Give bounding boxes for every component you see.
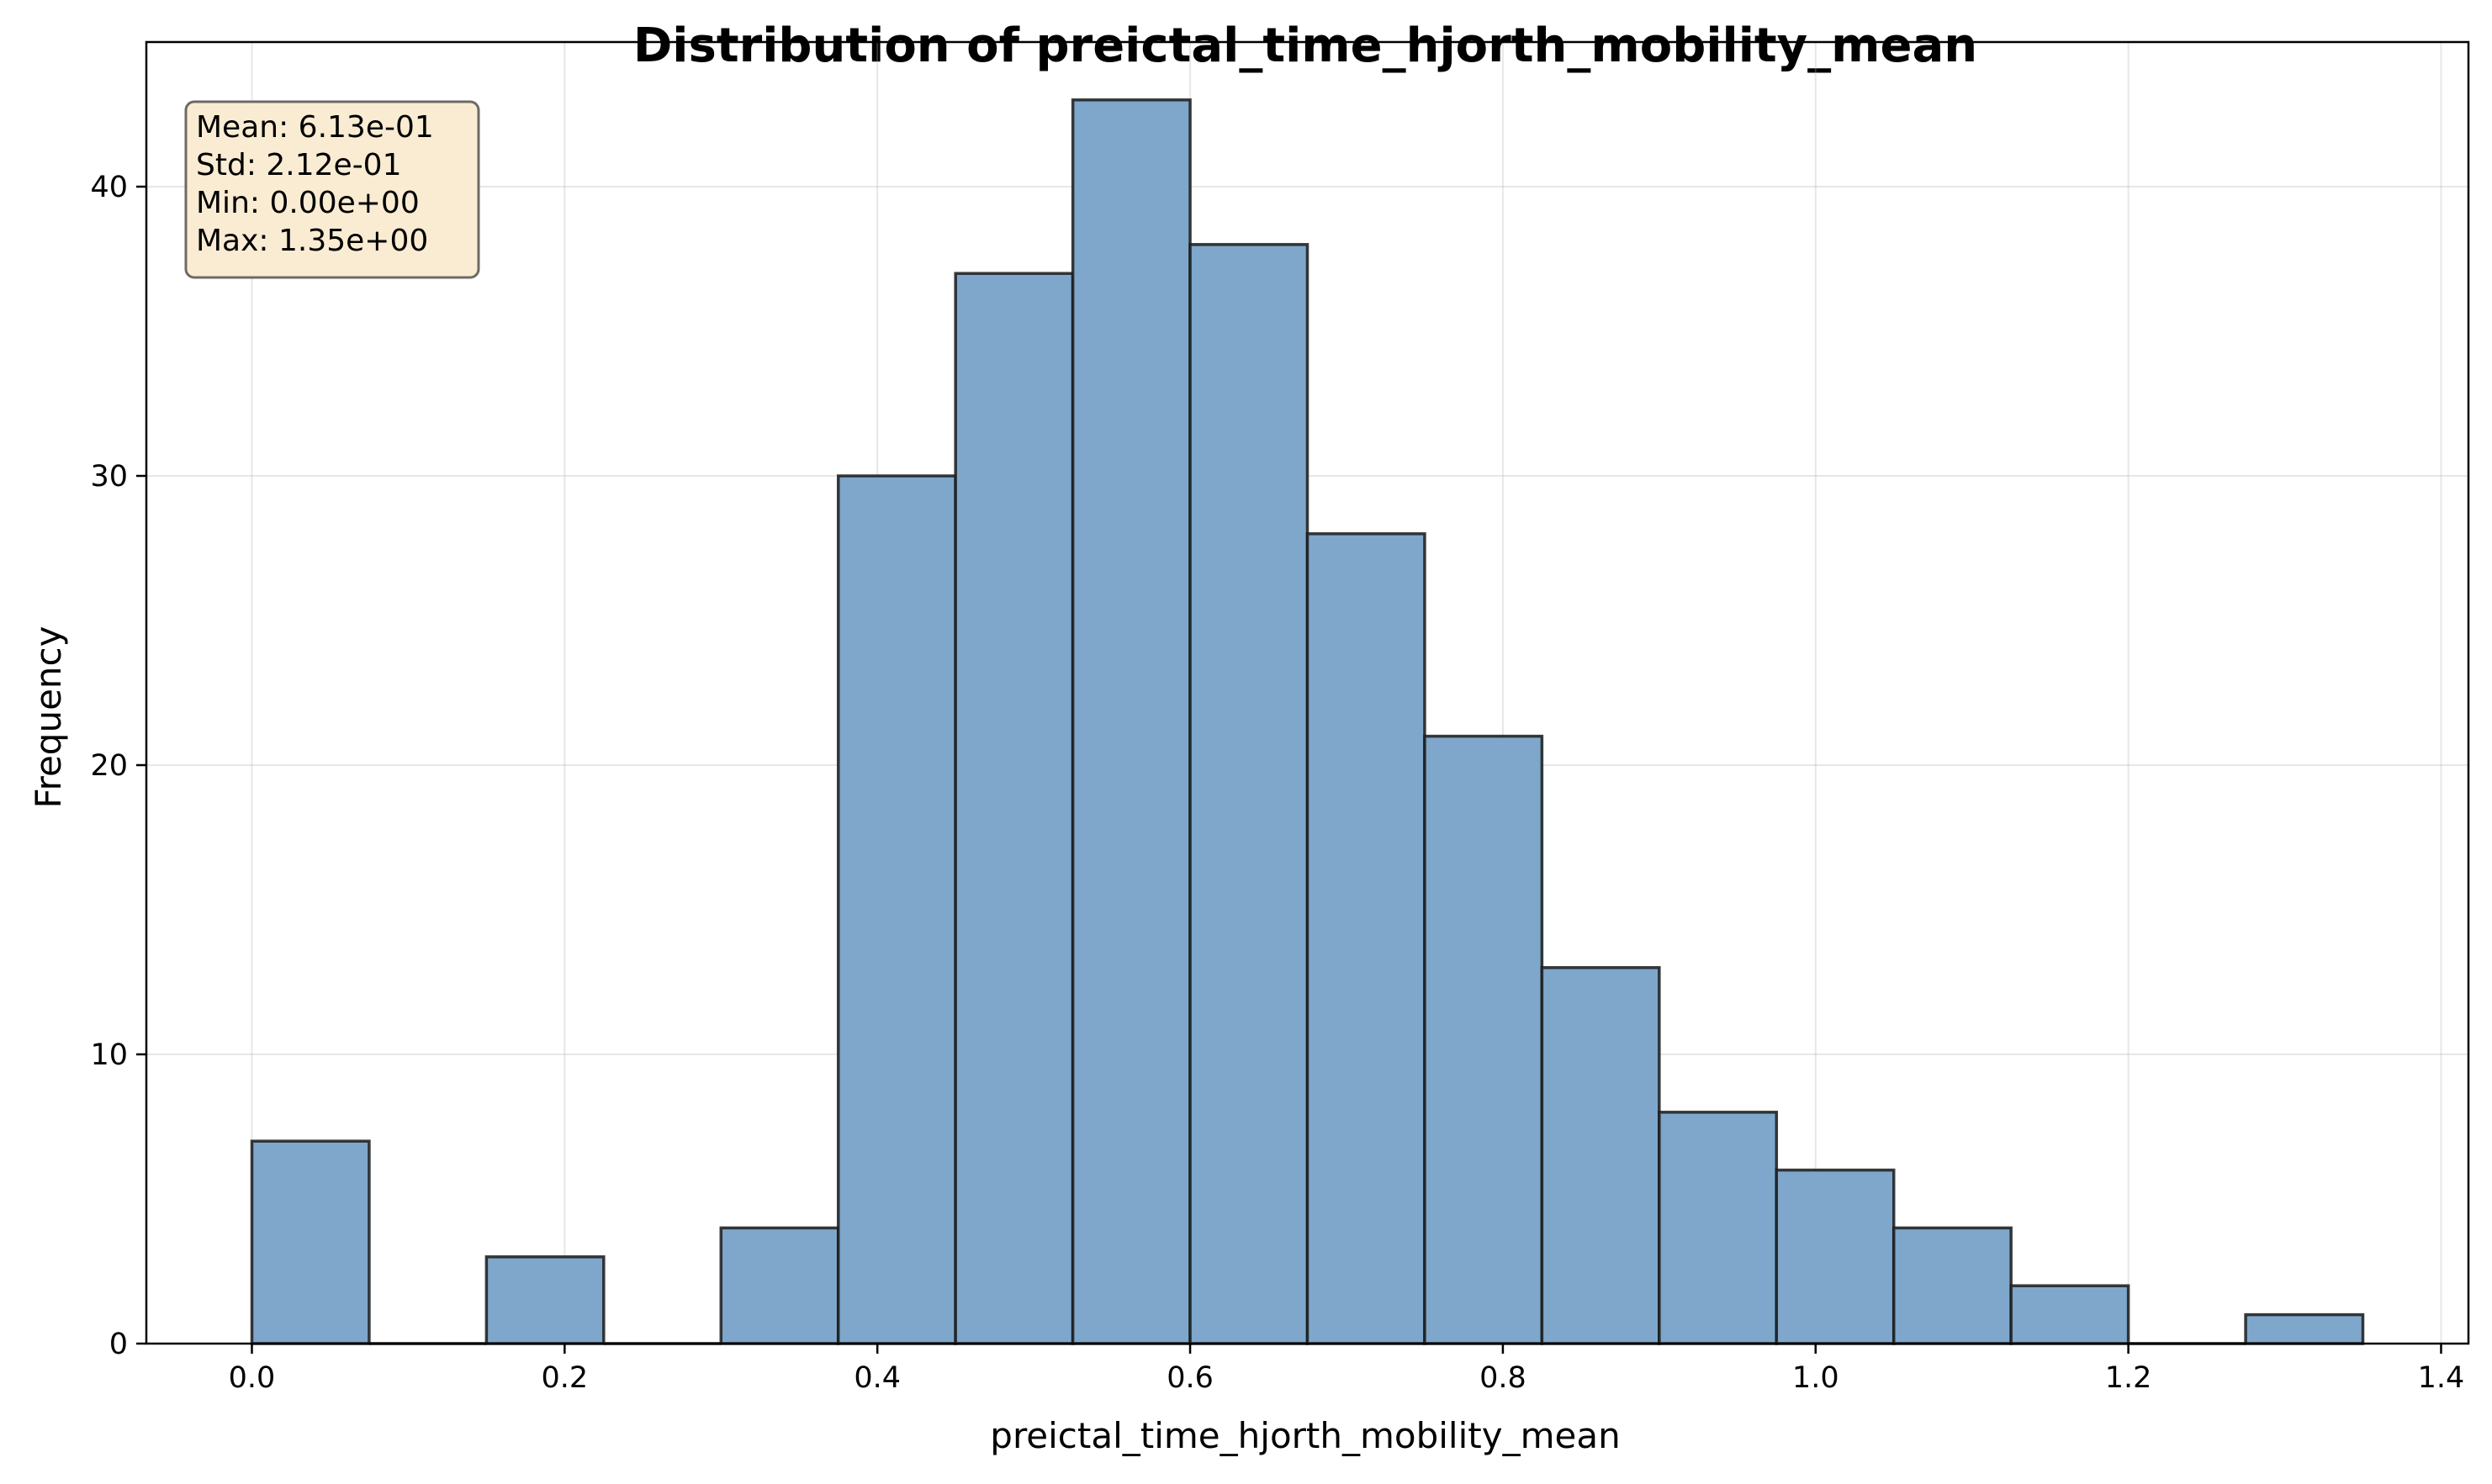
- stats-mean: Mean: 6.13e-01: [196, 110, 434, 145]
- y-tick-label: 10: [90, 1038, 128, 1072]
- chart-title: Distribution of preictal_time_hjorth_mob…: [633, 18, 1977, 73]
- stats-box-background: [184, 100, 480, 279]
- x-tick-label: 0.6: [1167, 1361, 1214, 1395]
- histogram-bar: [1071, 98, 1192, 1345]
- histogram-bar: [1891, 1226, 2013, 1345]
- y-tick-label: 40: [90, 171, 128, 204]
- x-axis-ticks: 0.0 0.2 0.4 0.6 0.8 1.0 1.2 1.4: [229, 1344, 2465, 1395]
- histogram-bar: [719, 1226, 840, 1345]
- histogram-bar: [2009, 1284, 2130, 1345]
- histogram-bar: [1305, 532, 1426, 1345]
- y-tick-label: 0: [109, 1328, 128, 1361]
- x-tick-label: 0.8: [1479, 1361, 1526, 1395]
- histogram-bar: [1658, 1111, 1779, 1345]
- histogram-bar: [2244, 1312, 2365, 1345]
- x-tick-label: 0.2: [542, 1361, 589, 1395]
- y-axis-ticks: 0 10 20 30 40: [90, 171, 146, 1361]
- y-axis-label: Frequency: [28, 626, 69, 809]
- stats-annotation: Mean: 6.13e-01 Std: 2.12e-01 Min: 0.00e+…: [184, 100, 480, 279]
- stats-min: Min: 0.00e+00: [196, 186, 420, 220]
- histogram-bar: [1540, 966, 1661, 1345]
- stats-std: Std: 2.12e-01: [196, 148, 402, 182]
- histogram-bars: [250, 98, 2365, 1345]
- y-tick-label: 30: [90, 460, 128, 494]
- y-tick-label: 20: [90, 749, 128, 783]
- histogram-bar: [1423, 734, 1544, 1345]
- x-tick-label: 0.0: [229, 1361, 276, 1395]
- histogram-bar: [484, 1255, 606, 1345]
- histogram-bar: [836, 474, 957, 1345]
- histogram-bar: [1775, 1168, 1896, 1345]
- histogram-bar: [250, 1139, 371, 1345]
- stats-max: Max: 1.35e+00: [196, 224, 428, 258]
- histogram-bar: [1188, 243, 1309, 1345]
- x-tick-label: 1.4: [2418, 1361, 2465, 1395]
- x-tick-label: 1.0: [1792, 1361, 1839, 1395]
- histogram-bar: [954, 272, 1075, 1345]
- x-tick-label: 0.4: [854, 1361, 901, 1395]
- plot-frame: [145, 40, 2470, 1345]
- x-tick-label: 1.2: [2105, 1361, 2152, 1395]
- x-axis-label: preictal_time_hjorth_mobility_mean: [990, 1415, 1620, 1456]
